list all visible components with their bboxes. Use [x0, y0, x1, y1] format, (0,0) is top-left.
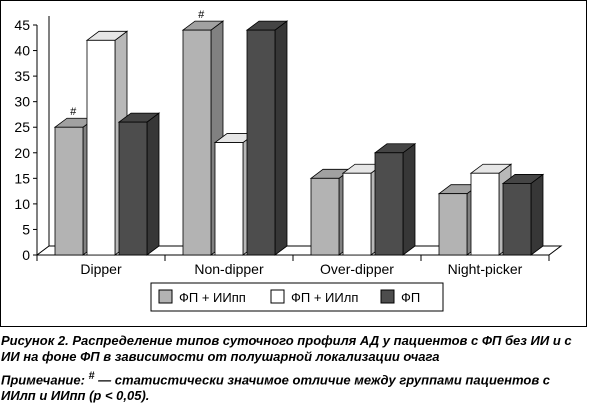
- bar-over-dipper-s1: [310, 177, 340, 256]
- y-tick-label: 25: [14, 119, 30, 135]
- bar-dipper-s1: [54, 126, 84, 256]
- y-tick-label: 35: [14, 68, 30, 84]
- bar-over-dipper-s3-side: [402, 142, 416, 256]
- bar-dipper-s3: [118, 121, 148, 256]
- y-tick-label: 45: [14, 17, 30, 33]
- y-tick-label: 5: [22, 221, 30, 237]
- legend-swatch-1: [158, 289, 173, 304]
- bar-chart: 0 5 10 15 20 25 30 35 40 45 Dipper Non-dipper Over-d…: [14, 9, 563, 312]
- legend-label-3: ФП: [401, 290, 420, 305]
- caption-title: Рисунок 2. Распределение типов суточного…: [1, 333, 572, 364]
- bar-non-dipper-s2: [214, 142, 244, 256]
- legend-label-1: ФП + ИИпп: [179, 290, 246, 305]
- y-tick-label: 20: [14, 145, 30, 161]
- caption-note: Примечание: # — статистически значимое о…: [1, 368, 587, 404]
- legend-swatch-3: [380, 289, 395, 304]
- bar-night-picker-s3: [502, 183, 532, 256]
- caption-note-text: — статистически значимое отличие между г…: [1, 372, 551, 404]
- chart-frame: 0 5 10 15 20 25 30 35 40 45 Dipper Non-dipper Over-d…: [0, 0, 587, 327]
- bar-night-picker-s1: [438, 193, 468, 256]
- bar-non-dipper-s1: [182, 29, 212, 256]
- y-tick-label: 10: [14, 196, 30, 212]
- bar-non-dipper-s3-side: [274, 20, 288, 256]
- caption-note-prefix: Примечание:: [1, 372, 89, 388]
- significance-mark: #: [198, 9, 205, 21]
- y-tick-label: 0: [22, 247, 30, 263]
- bar-night-picker-s3-side: [530, 173, 544, 256]
- bar-dipper-s3-side: [146, 112, 160, 256]
- caption-note-mark: #: [88, 370, 95, 382]
- x-tick-label-non-dipper: Non-dipper: [194, 261, 264, 277]
- y-tick-label: 15: [14, 170, 30, 186]
- significance-mark: #: [70, 106, 77, 118]
- bar-dipper-s2: [86, 39, 116, 256]
- bar-over-dipper-s2: [342, 172, 372, 256]
- legend-swatch-2: [270, 289, 285, 304]
- bar-night-picker-s2: [470, 172, 500, 256]
- bar-over-dipper-s3: [374, 152, 404, 256]
- x-tick-label-dipper: Dipper: [80, 261, 122, 277]
- legend-label-2: ФП + ИИлп: [291, 290, 358, 305]
- figure-caption: Рисунок 2. Распределение типов суточного…: [1, 333, 587, 407]
- x-tick-label-over-dipper: Over-dipper: [320, 261, 394, 277]
- y-tick-label: 40: [14, 43, 30, 59]
- bar-non-dipper-s3: [246, 29, 276, 256]
- x-tick-label-night-picker: Night-picker: [448, 261, 523, 277]
- y-tick-label: 30: [14, 94, 30, 110]
